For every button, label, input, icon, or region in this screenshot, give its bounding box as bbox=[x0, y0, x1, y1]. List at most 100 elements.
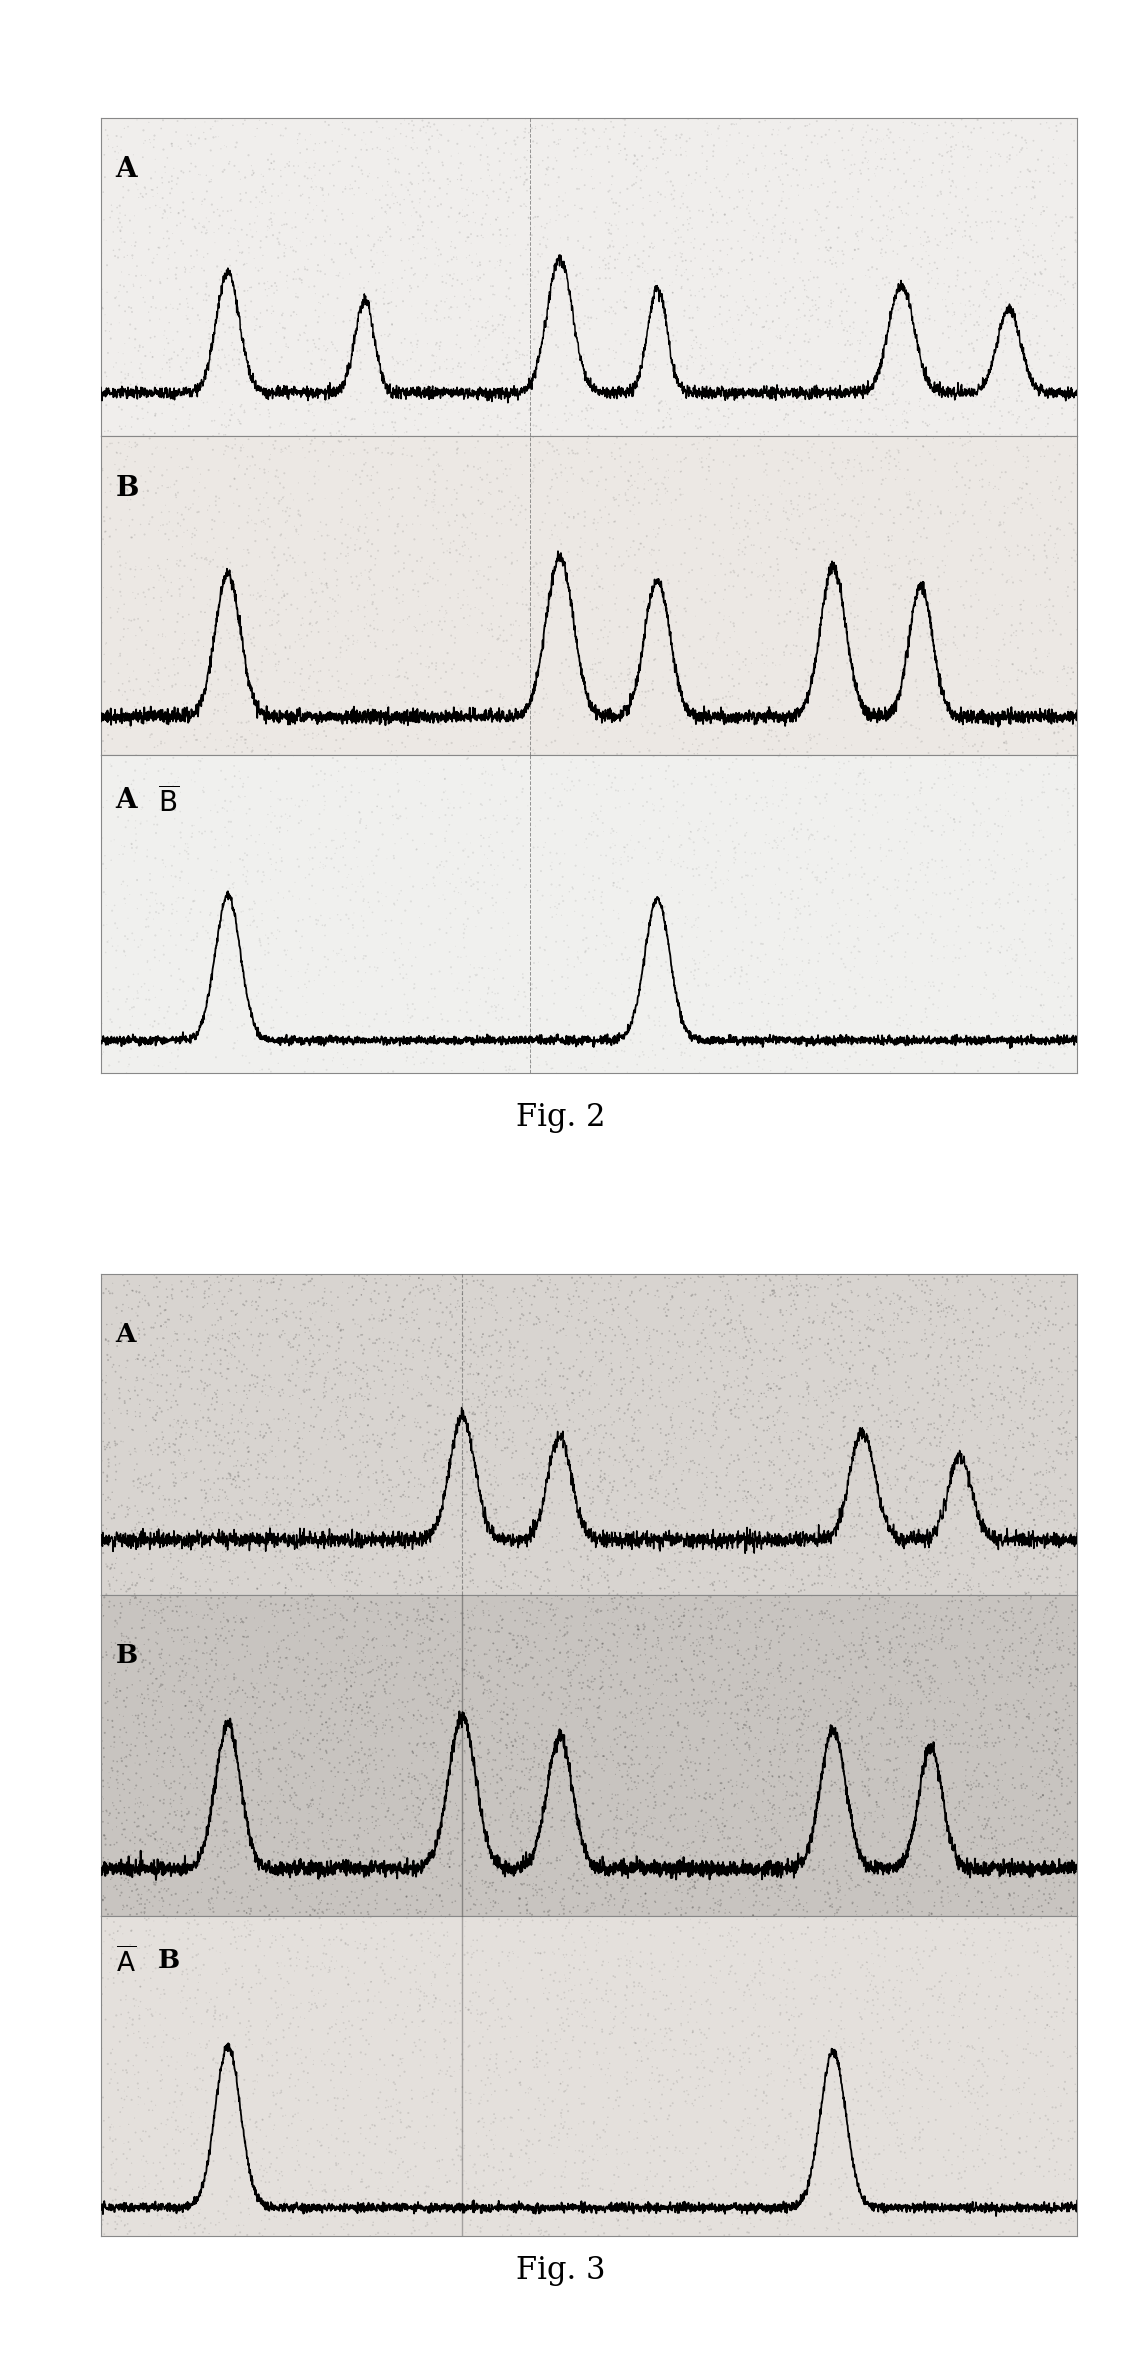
Point bbox=[636, 1772, 654, 1809]
Point bbox=[918, 401, 936, 439]
Point bbox=[875, 2121, 893, 2158]
Point bbox=[411, 1984, 429, 2022]
Point bbox=[1020, 526, 1038, 564]
Point bbox=[1037, 580, 1055, 618]
Point bbox=[396, 375, 414, 413]
Point bbox=[758, 1392, 776, 1430]
Point bbox=[224, 1290, 242, 1328]
Point bbox=[386, 1406, 404, 1444]
Point bbox=[769, 1698, 787, 1736]
Point bbox=[652, 778, 670, 816]
Point bbox=[301, 873, 319, 911]
Point bbox=[456, 1647, 473, 1684]
Point bbox=[642, 911, 660, 948]
Point bbox=[607, 658, 625, 696]
Point bbox=[341, 1649, 359, 1687]
Point bbox=[885, 500, 903, 538]
Point bbox=[288, 1611, 306, 1649]
Point bbox=[605, 1847, 623, 1885]
Point bbox=[737, 1578, 755, 1616]
Point bbox=[919, 212, 937, 250]
Point bbox=[531, 682, 549, 719]
Point bbox=[236, 1453, 254, 1491]
Point bbox=[113, 142, 131, 179]
Point bbox=[264, 710, 282, 748]
Point bbox=[754, 1774, 772, 1812]
Point bbox=[629, 2005, 647, 2043]
Point bbox=[1049, 2109, 1067, 2147]
Point bbox=[928, 1743, 946, 1781]
Point bbox=[672, 540, 690, 578]
Point bbox=[896, 160, 914, 198]
Point bbox=[334, 2111, 352, 2149]
Point bbox=[1010, 2050, 1028, 2088]
Point bbox=[790, 1993, 808, 2031]
Point bbox=[948, 1033, 966, 1071]
Point bbox=[479, 175, 497, 212]
Point bbox=[507, 1852, 525, 1890]
Point bbox=[164, 1668, 182, 1706]
Point bbox=[854, 205, 872, 243]
Point bbox=[287, 1314, 305, 1352]
Point bbox=[269, 1413, 287, 1451]
Point bbox=[830, 882, 848, 920]
Point bbox=[622, 585, 640, 623]
Point bbox=[344, 616, 362, 653]
Point bbox=[705, 691, 723, 729]
Point bbox=[702, 262, 720, 300]
Point bbox=[818, 1524, 836, 1562]
Point bbox=[113, 2163, 131, 2201]
Point bbox=[305, 130, 323, 167]
Point bbox=[138, 1512, 156, 1550]
Point bbox=[763, 797, 781, 835]
Point bbox=[1023, 1505, 1041, 1543]
Point bbox=[765, 1724, 783, 1762]
Point bbox=[917, 1786, 935, 1824]
Point bbox=[603, 1967, 620, 2005]
Point bbox=[864, 451, 882, 488]
Point bbox=[827, 1916, 845, 1953]
Point bbox=[756, 1918, 774, 1956]
Point bbox=[212, 1507, 230, 1545]
Point bbox=[653, 830, 671, 868]
Point bbox=[524, 1604, 542, 1642]
Point bbox=[919, 663, 937, 701]
Point bbox=[747, 1606, 765, 1644]
Point bbox=[660, 1986, 678, 2024]
Point bbox=[559, 2059, 577, 2097]
Point bbox=[1006, 1602, 1024, 1640]
Point bbox=[325, 1946, 343, 1984]
Point bbox=[972, 2059, 990, 2097]
Point bbox=[151, 1974, 169, 2012]
Point bbox=[154, 1413, 172, 1451]
Point bbox=[209, 1300, 227, 1338]
Point bbox=[659, 1295, 677, 1333]
Point bbox=[1012, 1807, 1030, 1845]
Point bbox=[682, 809, 700, 847]
Point bbox=[301, 179, 319, 217]
Point bbox=[883, 2097, 901, 2135]
Point bbox=[683, 2168, 701, 2206]
Point bbox=[765, 215, 783, 252]
Point bbox=[539, 988, 557, 1026]
Point bbox=[588, 184, 606, 222]
Point bbox=[951, 1724, 969, 1762]
Point bbox=[820, 1366, 838, 1404]
Point bbox=[942, 1991, 960, 2029]
Point bbox=[368, 2052, 386, 2090]
Point bbox=[525, 823, 543, 861]
Point bbox=[279, 1505, 297, 1543]
Point bbox=[898, 1812, 916, 1849]
Point bbox=[226, 757, 243, 795]
Point bbox=[114, 1835, 132, 1873]
Point bbox=[886, 1677, 904, 1715]
Point bbox=[230, 217, 248, 255]
Point bbox=[291, 1373, 309, 1411]
Point bbox=[144, 271, 162, 309]
Point bbox=[471, 1713, 489, 1750]
Point bbox=[173, 1451, 191, 1489]
Point bbox=[821, 1368, 839, 1406]
Point bbox=[142, 1715, 160, 1753]
Point bbox=[513, 566, 531, 604]
Point bbox=[578, 698, 596, 736]
